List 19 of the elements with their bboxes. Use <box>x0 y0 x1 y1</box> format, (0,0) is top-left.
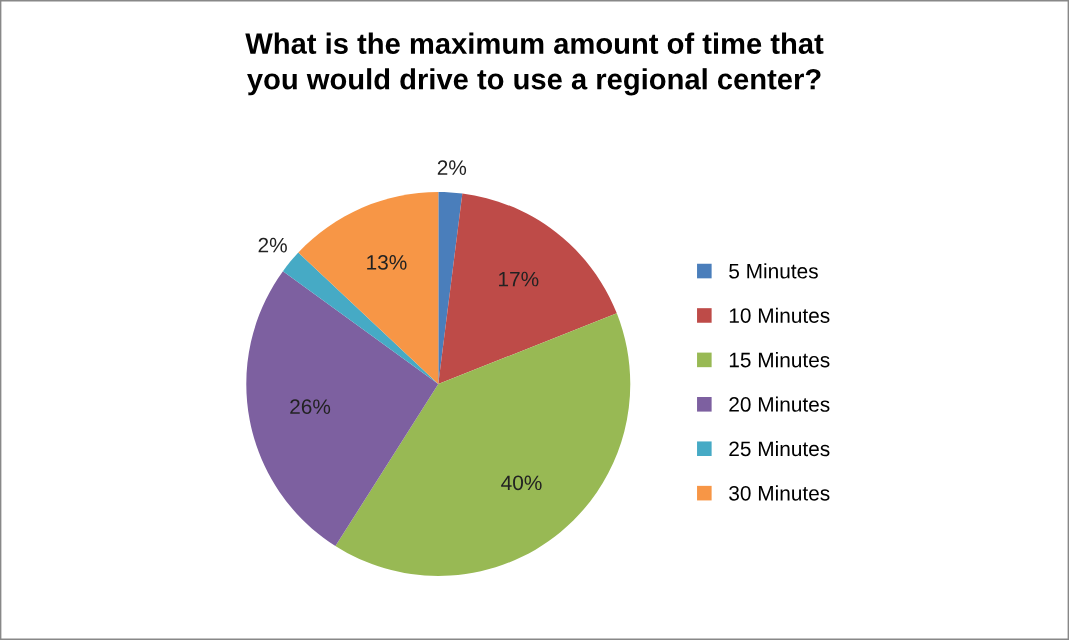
pie-slice <box>335 313 631 576</box>
legend-label: 30 Minutes <box>729 485 830 501</box>
legend-label: 25 Minutes <box>729 440 830 457</box>
data-label: 2% <box>437 160 467 175</box>
data-label: 40% <box>501 475 542 491</box>
pie-slice <box>438 192 463 384</box>
legend-label: 20 Minutes <box>729 396 830 412</box>
legend-label: 5 Minutes <box>729 263 818 279</box>
pie-slice <box>438 193 617 384</box>
pie-slice <box>282 252 439 384</box>
pie-slice <box>298 192 439 384</box>
data-label: 13% <box>367 255 407 270</box>
chart-title: What is the maximum amount of time that you would drive to use a regional center? <box>245 32 824 96</box>
data-label: 26% <box>290 399 331 415</box>
pie-slice <box>246 271 439 547</box>
legend-label: 15 Minutes <box>729 352 830 368</box>
data-label: 2% <box>258 237 287 253</box>
data-label: 17% <box>499 271 539 287</box>
legend-label: 10 Minutes <box>729 307 830 323</box>
